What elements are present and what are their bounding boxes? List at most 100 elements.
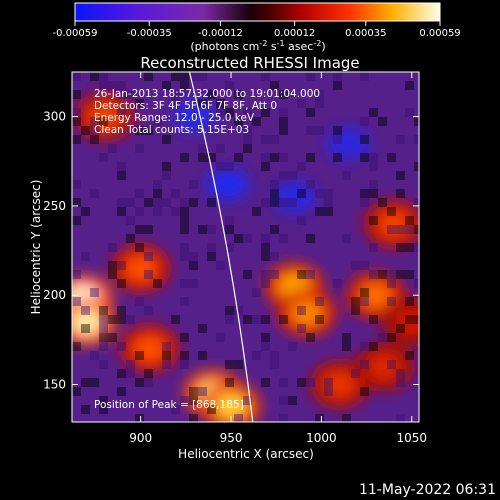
texture-cell (99, 324, 108, 333)
texture-cell (135, 414, 144, 422)
texture-cell (396, 243, 405, 252)
texture-cell (171, 315, 180, 324)
hot-region-core (395, 309, 419, 335)
texture-cell (180, 297, 189, 306)
texture-cell (369, 162, 378, 171)
texture-cell (144, 378, 153, 387)
heatmap-layer (72, 92, 419, 422)
texture-cell (243, 315, 252, 324)
texture-cell (153, 198, 162, 207)
texture-cell (306, 153, 315, 162)
footer-timestamp: 11-May-2022 06:31 (359, 482, 496, 498)
texture-cell (360, 72, 369, 81)
colorbar-tick-label: 0.00059 (419, 28, 460, 39)
texture-cell (72, 108, 81, 117)
texture-cell (162, 198, 171, 207)
texture-cell (207, 198, 216, 207)
texture-cell (117, 81, 126, 90)
texture-cell (288, 198, 297, 207)
texture-cell (387, 333, 396, 342)
texture-cell (243, 396, 252, 405)
texture-cell (81, 126, 90, 135)
texture-cell (324, 207, 333, 216)
texture-cell (297, 99, 306, 108)
unit-exp-2: -1 (277, 39, 285, 48)
texture-cell (369, 153, 378, 162)
texture-cell (81, 378, 90, 387)
x-axis-label: Heliocentric X (arcsec) (178, 447, 314, 461)
texture-cell (189, 279, 198, 288)
texture-cell (360, 360, 369, 369)
texture-cell (252, 351, 261, 360)
texture-cell (333, 126, 342, 135)
texture-cell (243, 144, 252, 153)
texture-cell (99, 306, 108, 315)
texture-cell (126, 198, 135, 207)
texture-cell (189, 387, 198, 396)
texture-cell (252, 207, 261, 216)
unit-mid: s (267, 40, 276, 53)
texture-cell (198, 72, 207, 81)
texture-cell (189, 252, 198, 261)
texture-cell (270, 180, 279, 189)
texture-cell (279, 90, 288, 99)
colorbar-fill (75, 3, 440, 21)
texture-cell (90, 288, 99, 297)
texture-cell (216, 99, 225, 108)
colorbar-tick-label: 0.00012 (274, 28, 315, 39)
texture-cell (252, 288, 261, 297)
texture-cell (405, 243, 414, 252)
texture-cell (234, 117, 243, 126)
texture-cell (225, 360, 234, 369)
texture-cell (243, 126, 252, 135)
texture-cell (81, 306, 90, 315)
texture-cell (162, 162, 171, 171)
x-tick-label: 1000 (306, 431, 337, 445)
colorbar-unit-label: (photons cm-2 s-1 asec-2) (190, 39, 325, 53)
texture-cell (135, 99, 144, 108)
unit-mid-2: asec (285, 40, 314, 53)
texture-cell (333, 81, 342, 90)
unit-end: ) (321, 40, 325, 53)
texture-cell (360, 261, 369, 270)
texture-cell (306, 108, 315, 117)
texture-cell (315, 297, 324, 306)
texture-cell (207, 225, 216, 234)
texture-cell (171, 405, 180, 414)
texture-cell (261, 333, 270, 342)
texture-cell (171, 72, 180, 81)
texture-cell (261, 279, 270, 288)
texture-cell (297, 324, 306, 333)
texture-cell (225, 81, 234, 90)
texture-cell (279, 396, 288, 405)
texture-cell (180, 396, 189, 405)
texture-cell (297, 216, 306, 225)
texture-cell (225, 162, 234, 171)
texture-cell (225, 225, 234, 234)
texture-cell (99, 333, 108, 342)
hot-region-core (88, 103, 121, 130)
texture-cell (126, 369, 135, 378)
texture-cell (153, 180, 162, 189)
texture-cell (270, 189, 279, 198)
annotation-time: 26-Jan-2013 18:57:32.000 to 19:01:04.000 (94, 88, 320, 100)
texture-cell (360, 189, 369, 198)
texture-cell (414, 279, 419, 288)
texture-cell (225, 243, 234, 252)
texture-cell (387, 297, 396, 306)
hot-region-core (133, 335, 166, 362)
annotation-detectors: Detectors: 3F 4F 5F 6F 7F 8F, Att 0 (94, 100, 277, 112)
texture-cell (378, 333, 387, 342)
texture-cell (315, 414, 324, 422)
y-axis-label: Heliocentric Y (arcsec) (29, 180, 43, 315)
texture-cell (180, 153, 189, 162)
texture-cell (333, 153, 342, 162)
texture-cell (342, 234, 351, 243)
texture-cell (315, 126, 324, 135)
texture-cell (99, 72, 108, 81)
texture-cell (396, 189, 405, 198)
texture-cell (99, 117, 108, 126)
texture-cell (198, 144, 207, 153)
texture-cell (306, 126, 315, 135)
texture-cell (315, 99, 324, 108)
